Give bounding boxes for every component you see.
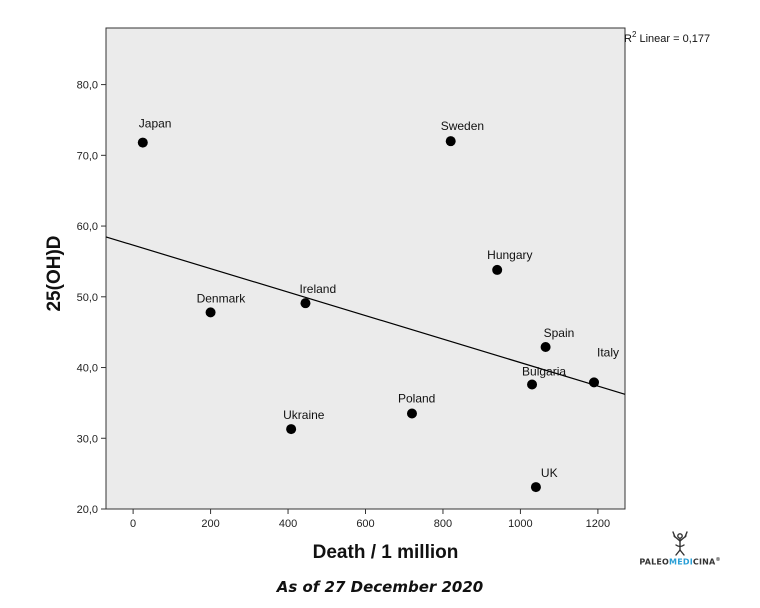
- y-tick-label: 30,0: [77, 433, 98, 445]
- data-point: [406, 408, 417, 419]
- logo-text-pre: PALEO: [639, 557, 670, 567]
- scatter-chart: 0 200 400 600 800 1000 1200 20,0 30,0 40,0 50,0 60…: [44, 27, 710, 563]
- y-tick-label: 60,0: [77, 221, 98, 233]
- x-tick-label: 800: [434, 518, 452, 530]
- data-point: [589, 377, 600, 388]
- point-label: Poland: [398, 392, 435, 406]
- x-tick-label: 600: [356, 518, 374, 530]
- data-point: [530, 482, 541, 493]
- fit-line: [105, 236, 626, 395]
- data-point: [205, 307, 216, 318]
- point-label: Hungary: [487, 248, 532, 262]
- y-tick-label: 50,0: [77, 292, 98, 304]
- point-label: UK: [541, 466, 558, 480]
- caption: As of 27 December 2020: [276, 578, 484, 596]
- data-points: Japan Sweden Hungary Denmark Ireland Spain Bul…: [137, 117, 619, 493]
- x-tick-label: 1000: [508, 518, 532, 530]
- logo-text-post: CINA: [692, 557, 716, 567]
- plot-area: [105, 27, 626, 510]
- paleomedicina-logo: PALEOMEDICINA®: [632, 528, 728, 572]
- data-point: [137, 137, 148, 148]
- x-tick-label: 400: [279, 518, 297, 530]
- y-axis: 20,0 30,0 40,0 50,0 60,0 70,0 80,0: [77, 80, 106, 516]
- x-axis: 0 200 400 600 800 1000 1200: [130, 509, 610, 530]
- point-label: Spain: [544, 326, 575, 340]
- x-tick-label: 1200: [586, 518, 610, 530]
- data-point: [286, 424, 297, 435]
- data-point: [300, 298, 311, 309]
- data-point: [540, 342, 551, 353]
- y-tick-label: 40,0: [77, 363, 98, 375]
- x-axis-title: Death / 1 million: [313, 542, 459, 563]
- point-label: Ukraine: [283, 408, 325, 422]
- y-tick-label: 80,0: [77, 80, 98, 92]
- point-label: Ireland: [299, 282, 336, 296]
- data-point: [527, 379, 538, 390]
- y-axis-title: 25(OH)D: [44, 235, 65, 311]
- r2-annotation: R2 Linear = 0,177: [624, 30, 710, 45]
- data-point: [445, 136, 456, 147]
- point-label: Italy: [597, 345, 619, 359]
- point-label: Japan: [139, 117, 172, 131]
- logo-figure-icon: [672, 531, 688, 556]
- point-label: Bulgaria: [522, 365, 566, 379]
- logo-text: PALEOMEDICINA®: [632, 557, 728, 567]
- x-tick-label: 0: [130, 518, 136, 530]
- logo-text-mid: MEDI: [669, 557, 693, 567]
- point-label: Denmark: [197, 291, 247, 305]
- x-tick-label: 200: [201, 518, 219, 530]
- y-tick-label: 20,0: [77, 504, 98, 516]
- logo-registered-mark: ®: [715, 557, 721, 563]
- point-label: Sweden: [441, 119, 484, 133]
- data-point: [492, 264, 503, 275]
- fit-line-group: [105, 236, 626, 395]
- y-tick-label: 70,0: [77, 150, 98, 162]
